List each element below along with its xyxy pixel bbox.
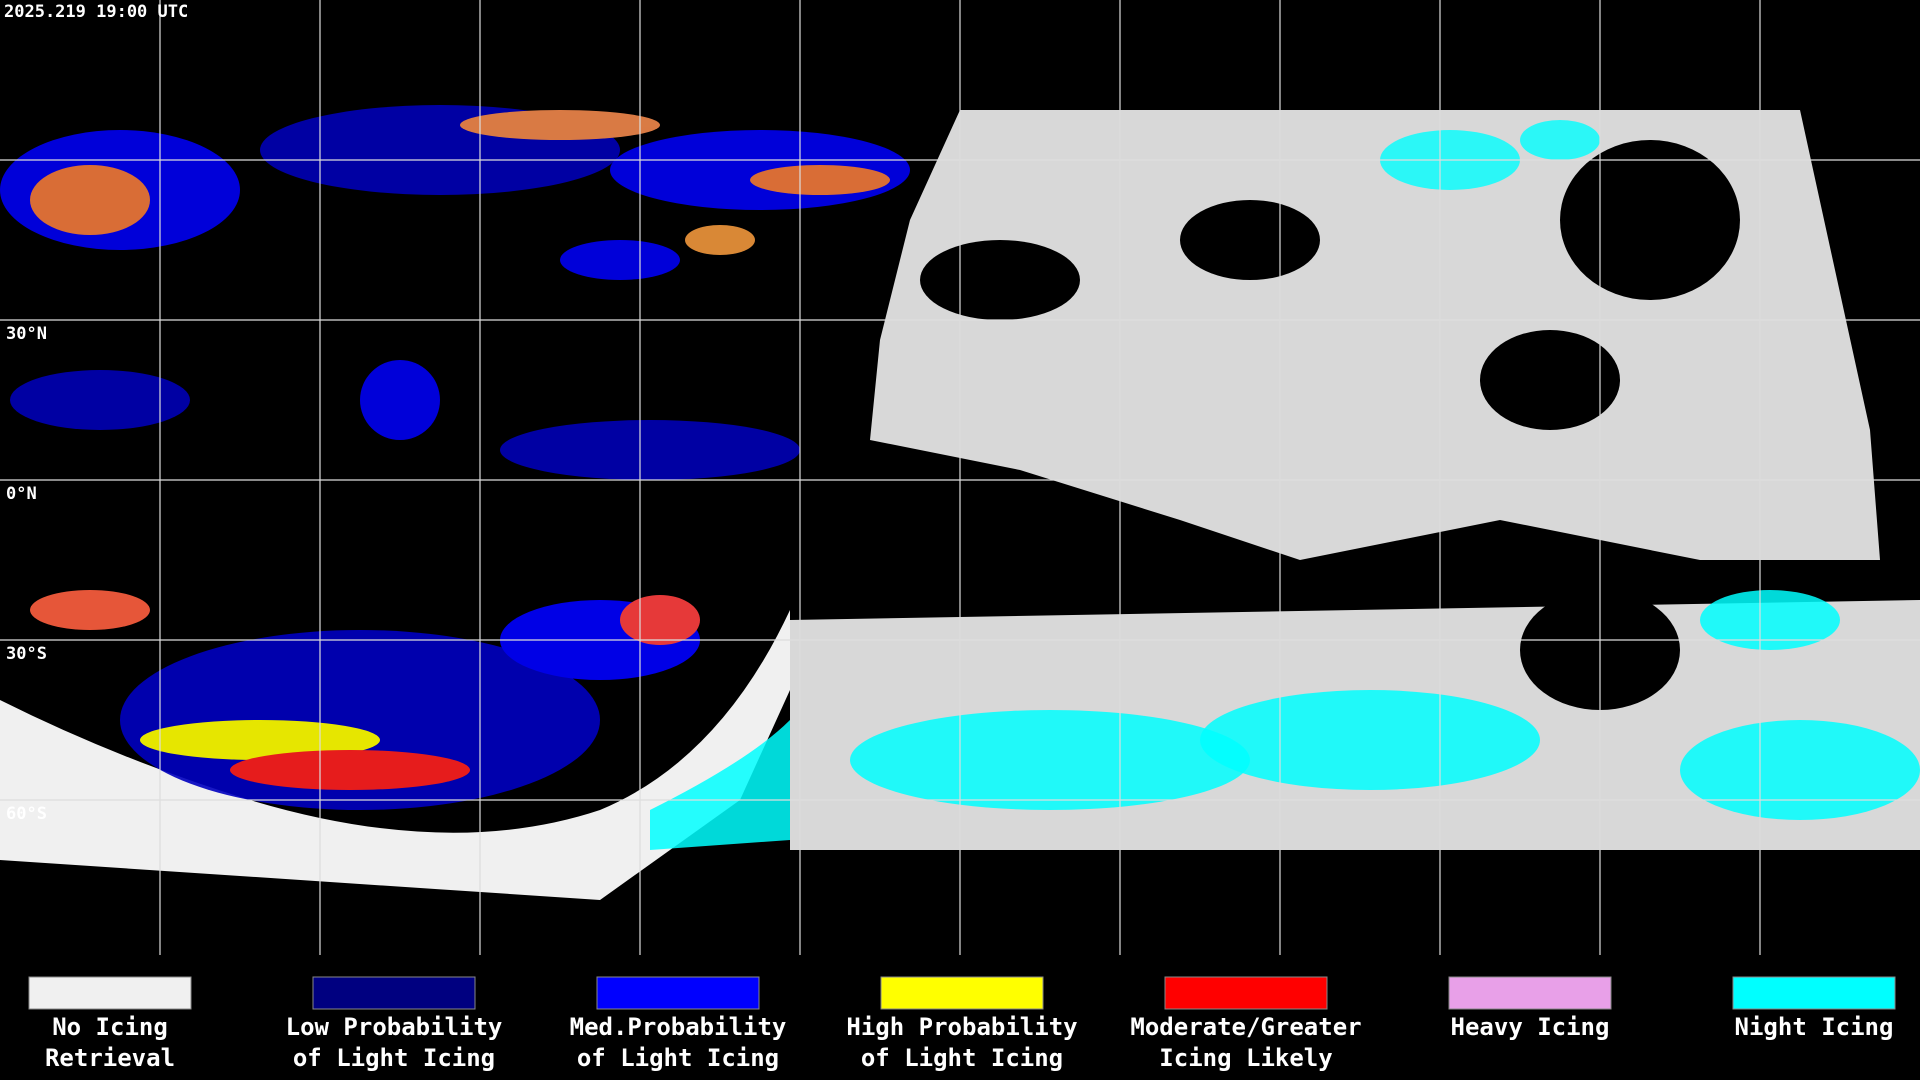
legend-swatch xyxy=(1164,976,1328,1010)
legend-swatch xyxy=(596,976,760,1010)
map xyxy=(0,0,1920,955)
legend-label: High Probability xyxy=(846,1013,1077,1041)
legend-label: Heavy Icing xyxy=(1451,1013,1610,1041)
legend-label: of Light Icing xyxy=(293,1044,495,1072)
timestamp: 2025.219 19:00 UTC xyxy=(4,2,188,22)
legend-label: Night Icing xyxy=(1735,1013,1894,1041)
legend-swatch xyxy=(1732,976,1896,1010)
legend-label: Icing Likely xyxy=(1159,1044,1332,1072)
south-white xyxy=(0,610,790,900)
legend-label: of Light Icing xyxy=(577,1044,779,1072)
legend-label: Moderate/Greater xyxy=(1130,1013,1361,1041)
west-clouds xyxy=(0,105,910,480)
legend-label: Med.Probability xyxy=(570,1013,787,1041)
lat-label: 30°S xyxy=(6,644,47,664)
legend-label: Retrieval xyxy=(45,1044,175,1072)
graticule xyxy=(0,0,1920,955)
legend-label: of Light Icing xyxy=(861,1044,1063,1072)
lat-label: 0°N xyxy=(6,484,37,504)
legend-label: Low Probability xyxy=(286,1013,503,1041)
legend-swatch xyxy=(880,976,1044,1010)
lat-label: 30°N xyxy=(6,324,47,344)
legend: No Icing Retrieval Low Probability of Light… xyxy=(28,976,1896,1072)
legend-swatch xyxy=(1448,976,1612,1010)
legend-swatch xyxy=(28,976,192,1010)
legend-swatch xyxy=(312,976,476,1010)
legend-label: No Icing xyxy=(52,1013,168,1041)
east-clouds xyxy=(650,110,1920,850)
lat-label: 60°S xyxy=(6,804,47,824)
